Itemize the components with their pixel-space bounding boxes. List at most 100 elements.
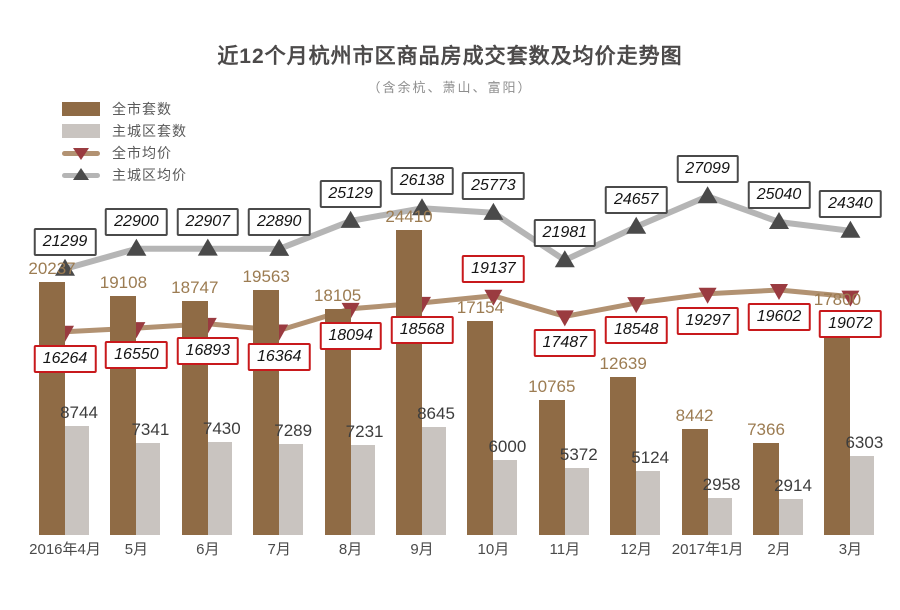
legend-item-citywide-price: 全市均价 (62, 142, 187, 164)
triangle-up-icon (73, 168, 89, 180)
citywide-units-swatch (62, 102, 100, 116)
maincity-units-value: 8645 (417, 403, 455, 423)
citywide-price-label: 18094 (319, 321, 382, 350)
citywide-price-label: 19072 (819, 309, 882, 338)
maincity-price-label: 22890 (247, 207, 311, 236)
citywide-units-value: 18105 (313, 285, 362, 305)
citywide-price-label: 16550 (105, 341, 168, 370)
legend: 全市套数 主城区套数 全市均价 主城区均价 (62, 98, 187, 186)
bar-maincity-units (636, 470, 661, 535)
x-axis-label: 8月 (338, 541, 363, 558)
bar-citywide-units (253, 290, 280, 535)
citywide-units-value: 19563 (242, 267, 290, 287)
citywide-units-value: 17800 (813, 289, 862, 309)
bar-citywide-units (110, 296, 137, 535)
legend-item-maincity-price: 主城区均价 (62, 164, 187, 186)
citywide-price-label: 16893 (176, 336, 240, 365)
maincity-price-label: 25773 (462, 171, 525, 200)
bar-citywide-units (467, 320, 494, 535)
maincity-units-value: 8744 (60, 402, 98, 422)
bar-maincity-units (350, 444, 375, 535)
triangle-up-icon (340, 210, 361, 228)
x-axis-label: 10月 (477, 541, 510, 558)
x-axis-label: 2017年1月 (671, 541, 744, 558)
triangle-down-icon (555, 310, 574, 327)
maincity-price-label: 26138 (390, 167, 454, 196)
citywide-units-value: 24410 (385, 206, 433, 226)
x-axis-label: 3月 (838, 541, 863, 558)
bar-citywide-units (181, 300, 208, 535)
x-axis-label: 2月 (767, 541, 791, 558)
bar-citywide-units (753, 442, 779, 535)
citywide-units-value: 12639 (599, 354, 647, 373)
bar-citywide-units (610, 377, 637, 535)
maincity-price-label: 24657 (604, 185, 668, 214)
bar-citywide-units (396, 229, 422, 535)
citywide-price-swatch (62, 146, 100, 160)
maincity-units-value: 5372 (559, 444, 598, 464)
legend-item-citywide-units: 全市套数 (62, 98, 187, 120)
citywide-units-value: 20237 (28, 259, 76, 279)
legend-label: 主城区套数 (112, 123, 187, 139)
citywide-price-label: 19137 (462, 254, 525, 283)
chart-title: 近12个月杭州市区商品房成交套数及均价走势图 (217, 45, 683, 68)
maincity-units-value: 7430 (202, 419, 241, 439)
bar-maincity-units (422, 426, 446, 535)
triangle-up-icon (269, 238, 290, 256)
triangle-down-icon (698, 287, 717, 304)
citywide-units-value: 8442 (675, 406, 714, 426)
x-axis-label: 11月 (549, 541, 581, 558)
maincity-units-swatch (62, 124, 100, 138)
maincity-price-label: 22907 (176, 207, 240, 236)
maincity-price-label: 21299 (33, 227, 97, 256)
citywide-price-label: 18568 (390, 315, 454, 344)
bar-maincity-units (65, 425, 89, 535)
maincity-price-label: 25040 (747, 181, 811, 209)
x-axis-label: 6月 (196, 541, 220, 558)
bar-citywide-units (681, 429, 708, 535)
maincity-price-label: 21981 (533, 219, 597, 248)
maincity-units-value: 6303 (845, 433, 884, 453)
triangle-up-icon (197, 238, 218, 256)
citywide-price-label: 19297 (676, 306, 739, 335)
triangle-up-icon (840, 220, 861, 238)
maincity-units-value: 7231 (345, 421, 384, 441)
triangle-down-icon (627, 297, 646, 314)
citywide-price-label: 16364 (247, 343, 311, 372)
maincity-units-value: 7341 (131, 420, 170, 440)
x-axis-label: 2016年4月 (29, 541, 101, 558)
triangle-up-icon (769, 212, 789, 229)
maincity-price-label: 25129 (319, 179, 382, 208)
citywide-price-label: 19602 (747, 302, 811, 331)
citywide-units-value: 18747 (171, 277, 219, 297)
triangle-up-icon (626, 216, 647, 234)
bar-maincity-units (707, 498, 732, 535)
bar-maincity-units (136, 443, 161, 535)
citywide-units-value: 7366 (747, 419, 785, 439)
citywide-units-value: 19108 (99, 273, 148, 293)
triangle-up-icon (697, 186, 718, 204)
x-axis-label: 9月 (410, 541, 434, 558)
x-axis-label: 7月 (267, 541, 291, 558)
citywide-units-value: 17154 (456, 297, 505, 317)
maincity-units-value: 2914 (774, 475, 812, 495)
maincity-units-value: 5124 (631, 447, 670, 467)
maincity-units-value: 2958 (702, 475, 741, 495)
bar-maincity-units (779, 498, 803, 535)
x-axis-label: 12月 (620, 541, 653, 558)
maincity-price-label: 24340 (819, 189, 882, 218)
legend-item-maincity-units: 主城区套数 (62, 120, 187, 142)
citywide-price-label: 17487 (533, 329, 597, 358)
triangle-down-icon (73, 148, 89, 160)
triangle-down-icon (770, 283, 788, 300)
bar-maincity-units (207, 442, 232, 535)
triangle-up-icon (126, 238, 147, 256)
bar-maincity-units (279, 443, 304, 535)
chart-subtitle: （含余杭、萧山、富阳） (367, 80, 533, 95)
maincity-price-label: 22900 (105, 207, 168, 236)
bar-maincity-units (850, 456, 875, 535)
maincity-price-label: 27099 (676, 155, 739, 184)
citywide-price-label: 18548 (604, 316, 668, 345)
